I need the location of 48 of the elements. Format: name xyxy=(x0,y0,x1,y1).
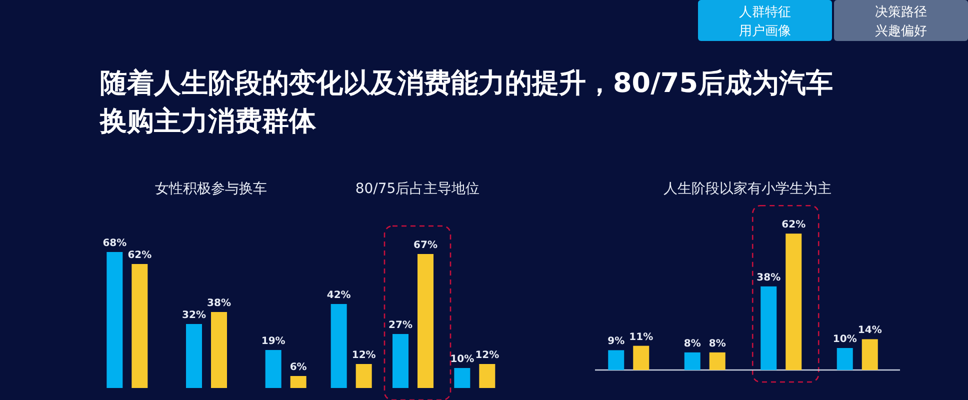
bar xyxy=(418,254,434,388)
data-label: 62% xyxy=(128,250,152,261)
data-label: 42% xyxy=(326,290,351,301)
bar xyxy=(786,234,802,370)
text: 人群特征 xyxy=(739,5,791,20)
bar xyxy=(862,339,878,370)
bar xyxy=(290,376,306,388)
data-label: 14% xyxy=(858,325,882,336)
bar xyxy=(454,368,470,388)
data-label: 6% xyxy=(290,362,307,373)
data-label: 8% xyxy=(684,338,701,350)
text: 用户画像 xyxy=(739,24,791,39)
text: 兴趣偏好 xyxy=(875,24,927,39)
data-label: 67% xyxy=(414,240,438,251)
chart-title: 女性积极参与换车 xyxy=(155,181,267,197)
bar xyxy=(760,286,777,370)
data-label: 9% xyxy=(608,336,625,348)
data-label: 12% xyxy=(475,350,500,361)
chart-title: 人生阶段以家有小学生为主 xyxy=(664,181,832,197)
bar xyxy=(356,364,372,388)
data-label: 10% xyxy=(450,354,474,365)
data-label: 32% xyxy=(182,310,206,321)
data-label: 8% xyxy=(708,338,726,350)
data-label: 10% xyxy=(832,334,857,345)
data-label: 38% xyxy=(756,272,781,284)
bar xyxy=(132,264,148,388)
data-label: 19% xyxy=(261,336,286,347)
bar xyxy=(106,252,123,388)
data-label: 38% xyxy=(207,298,231,309)
data-label: 27% xyxy=(388,320,412,331)
bar xyxy=(836,348,853,370)
bar xyxy=(608,350,624,370)
bar xyxy=(684,352,700,370)
bar xyxy=(392,334,408,388)
bar xyxy=(330,304,347,388)
data-label: 68% xyxy=(102,238,127,249)
bar xyxy=(709,352,726,370)
data-label: 12% xyxy=(352,350,376,361)
data-label: 62% xyxy=(782,220,806,231)
text: 随着人生阶段的变化以及消费能力的提升，80/75后成为汽车换购主力消费群体 xyxy=(99,68,834,137)
bar xyxy=(186,324,202,388)
bar xyxy=(265,350,282,388)
data-label: 11% xyxy=(629,332,654,343)
bar xyxy=(479,364,496,388)
bar xyxy=(633,346,650,370)
text: 决策路径 xyxy=(875,5,927,20)
bar xyxy=(211,312,227,388)
chart-title: 80/75后占主导地位 xyxy=(355,181,480,197)
